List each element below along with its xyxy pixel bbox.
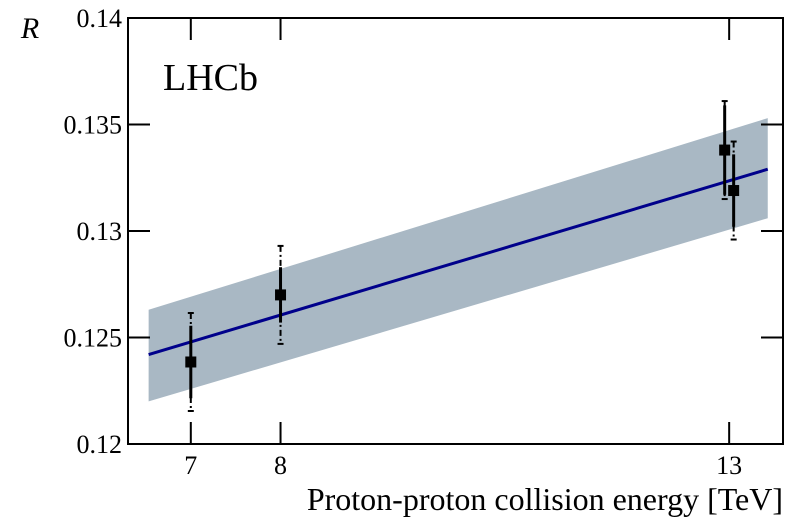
data-point: [728, 185, 740, 197]
x-tick-label: 13: [716, 451, 742, 480]
annotation: LHCb: [163, 57, 258, 99]
y-tick-label: 0.14: [77, 4, 123, 33]
y-tick-label: 0.12: [77, 430, 123, 459]
data-point: [185, 356, 197, 368]
x-tick-label: 8: [274, 451, 287, 480]
y-tick-label: 0.13: [77, 217, 123, 246]
data-point: [275, 289, 287, 301]
x-axis-label: Proton-proton collision energy [TeV]: [307, 481, 783, 517]
fit-band: [148, 118, 768, 402]
fit-line: [148, 167, 769, 356]
y-tick-label: 0.135: [64, 111, 123, 140]
data-point: [719, 144, 731, 156]
x-tick-label: 7: [184, 451, 197, 480]
y-tick-label: 0.125: [64, 324, 123, 353]
y-axis-label: R: [20, 12, 39, 45]
